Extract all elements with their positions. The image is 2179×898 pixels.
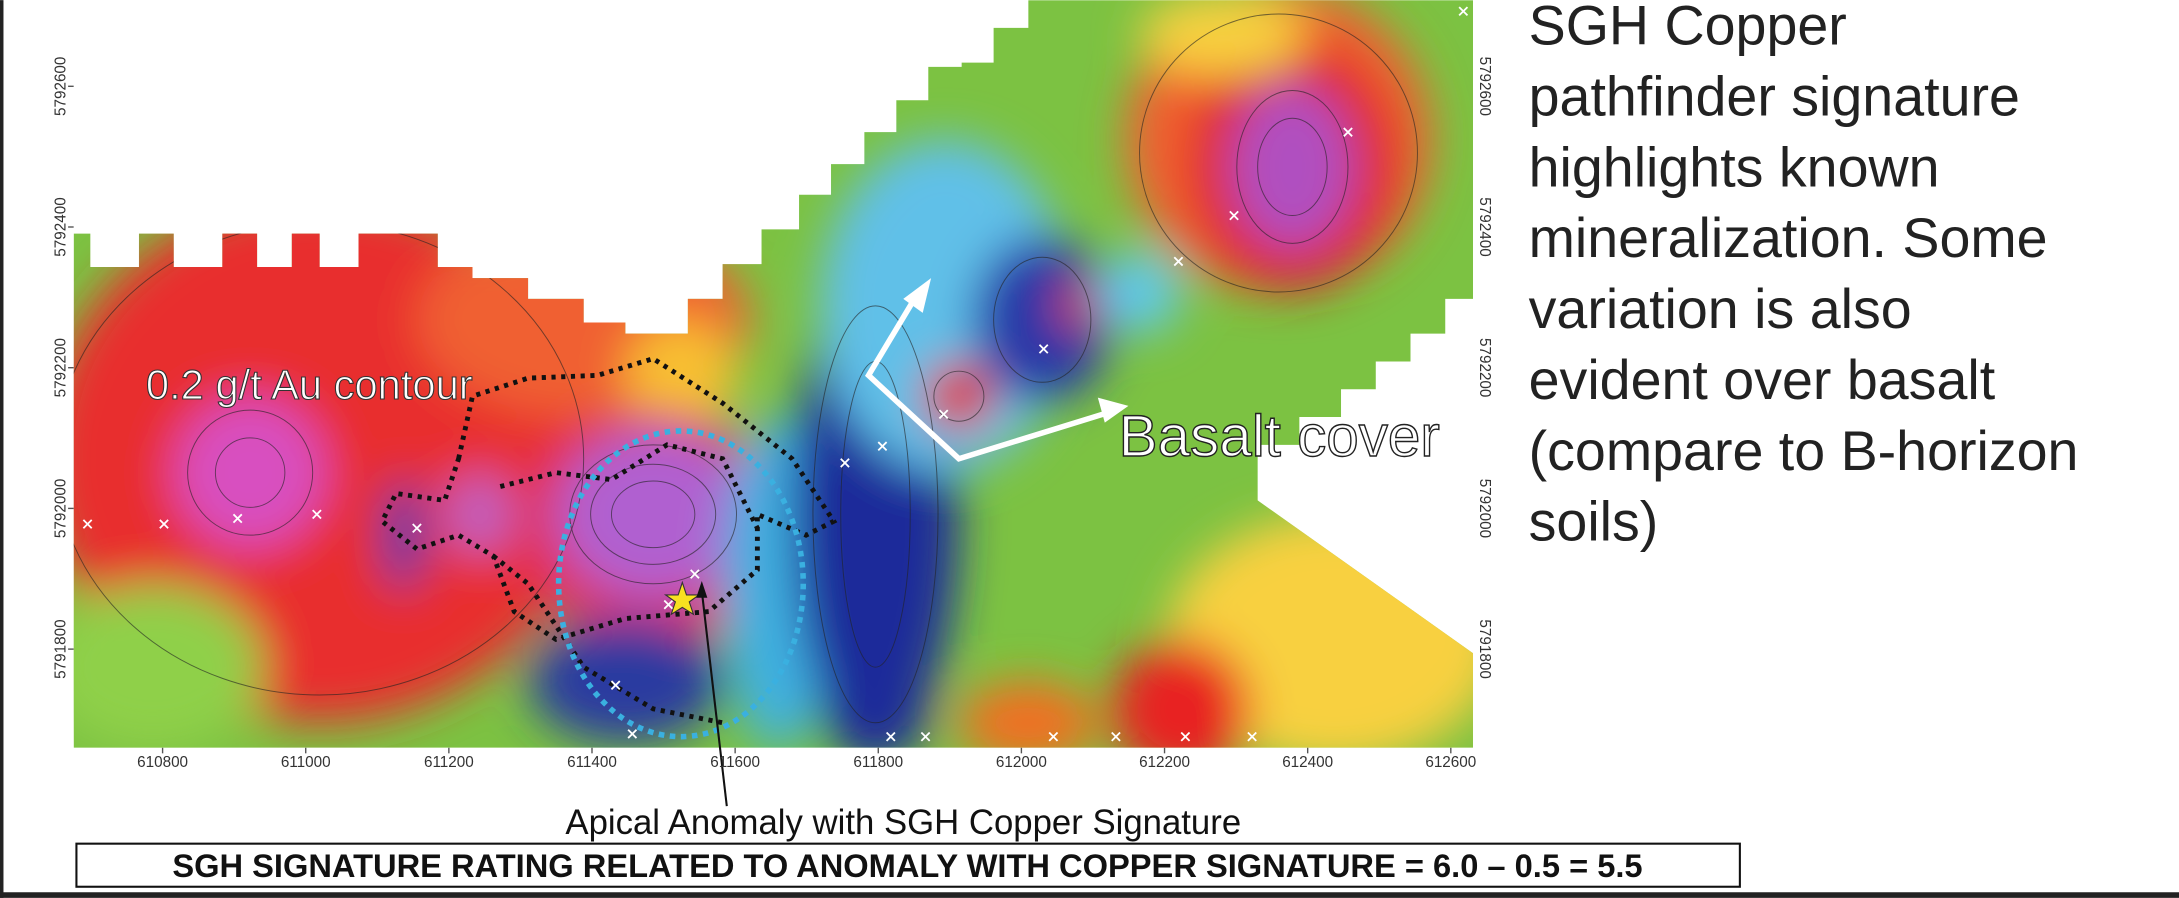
x-tick-label: 611800 bbox=[853, 754, 903, 771]
x-tick-label: 611200 bbox=[424, 754, 474, 771]
y-tick-label: 5792200 bbox=[52, 338, 69, 397]
y2-tick-label: 5792000 bbox=[1476, 479, 1493, 538]
basalt-label: Basalt cover bbox=[1119, 404, 1440, 469]
y2-tick-label: 5791800 bbox=[1476, 619, 1493, 678]
x-tick-label: 611000 bbox=[281, 754, 331, 771]
x-tick-label: 612000 bbox=[996, 754, 1047, 771]
x-tick-label: 612400 bbox=[1282, 754, 1333, 771]
x-tick-label: 611400 bbox=[567, 754, 617, 771]
x-tick-label: 612200 bbox=[1139, 754, 1190, 771]
y-tick-label: 5791800 bbox=[52, 619, 69, 678]
y2-tick-label: 5792200 bbox=[1476, 338, 1493, 397]
au-contour-label: 0.2 g/t Au contour bbox=[146, 361, 473, 408]
y-tick-label: 5792400 bbox=[52, 197, 69, 256]
side-text: SGH Copper pathfinder signature highlights… bbox=[1529, 0, 2079, 553]
footer: SGH SIGNATURE RATING RELATED TO ANOMALY … bbox=[172, 847, 1642, 884]
side-text-line: mineralization. Some bbox=[1529, 207, 2048, 269]
side-text-line: pathfinder signature bbox=[1529, 65, 2020, 127]
apical-label: Apical Anomaly with SGH Copper Signature bbox=[565, 804, 1241, 842]
y2-tick-label: 5792400 bbox=[1476, 197, 1493, 256]
page: 0.2 g/t Au contour Basalt cover Apical A… bbox=[0, 0, 2179, 898]
side-text-line: (compare to B-horizon bbox=[1529, 420, 2079, 482]
side-text-line: soils) bbox=[1529, 491, 1659, 553]
side-text-line: variation is also bbox=[1529, 278, 1912, 340]
x-tick-label: 612600 bbox=[1425, 754, 1476, 771]
side-text-line: evident over basalt bbox=[1529, 349, 1996, 411]
x-tick-label: 611600 bbox=[710, 754, 760, 771]
y2-tick-label: 5792600 bbox=[1476, 57, 1493, 116]
y-tick-label: 5792600 bbox=[52, 57, 69, 116]
side-text-line: SGH Copper bbox=[1529, 0, 1847, 57]
side-text-line: highlights known bbox=[1529, 136, 1940, 198]
slide: 0.2 g/t Au contour Basalt cover Apical A… bbox=[0, 0, 2179, 898]
x-tick-label: 610800 bbox=[137, 754, 188, 771]
y-tick-label: 5792000 bbox=[52, 479, 69, 538]
